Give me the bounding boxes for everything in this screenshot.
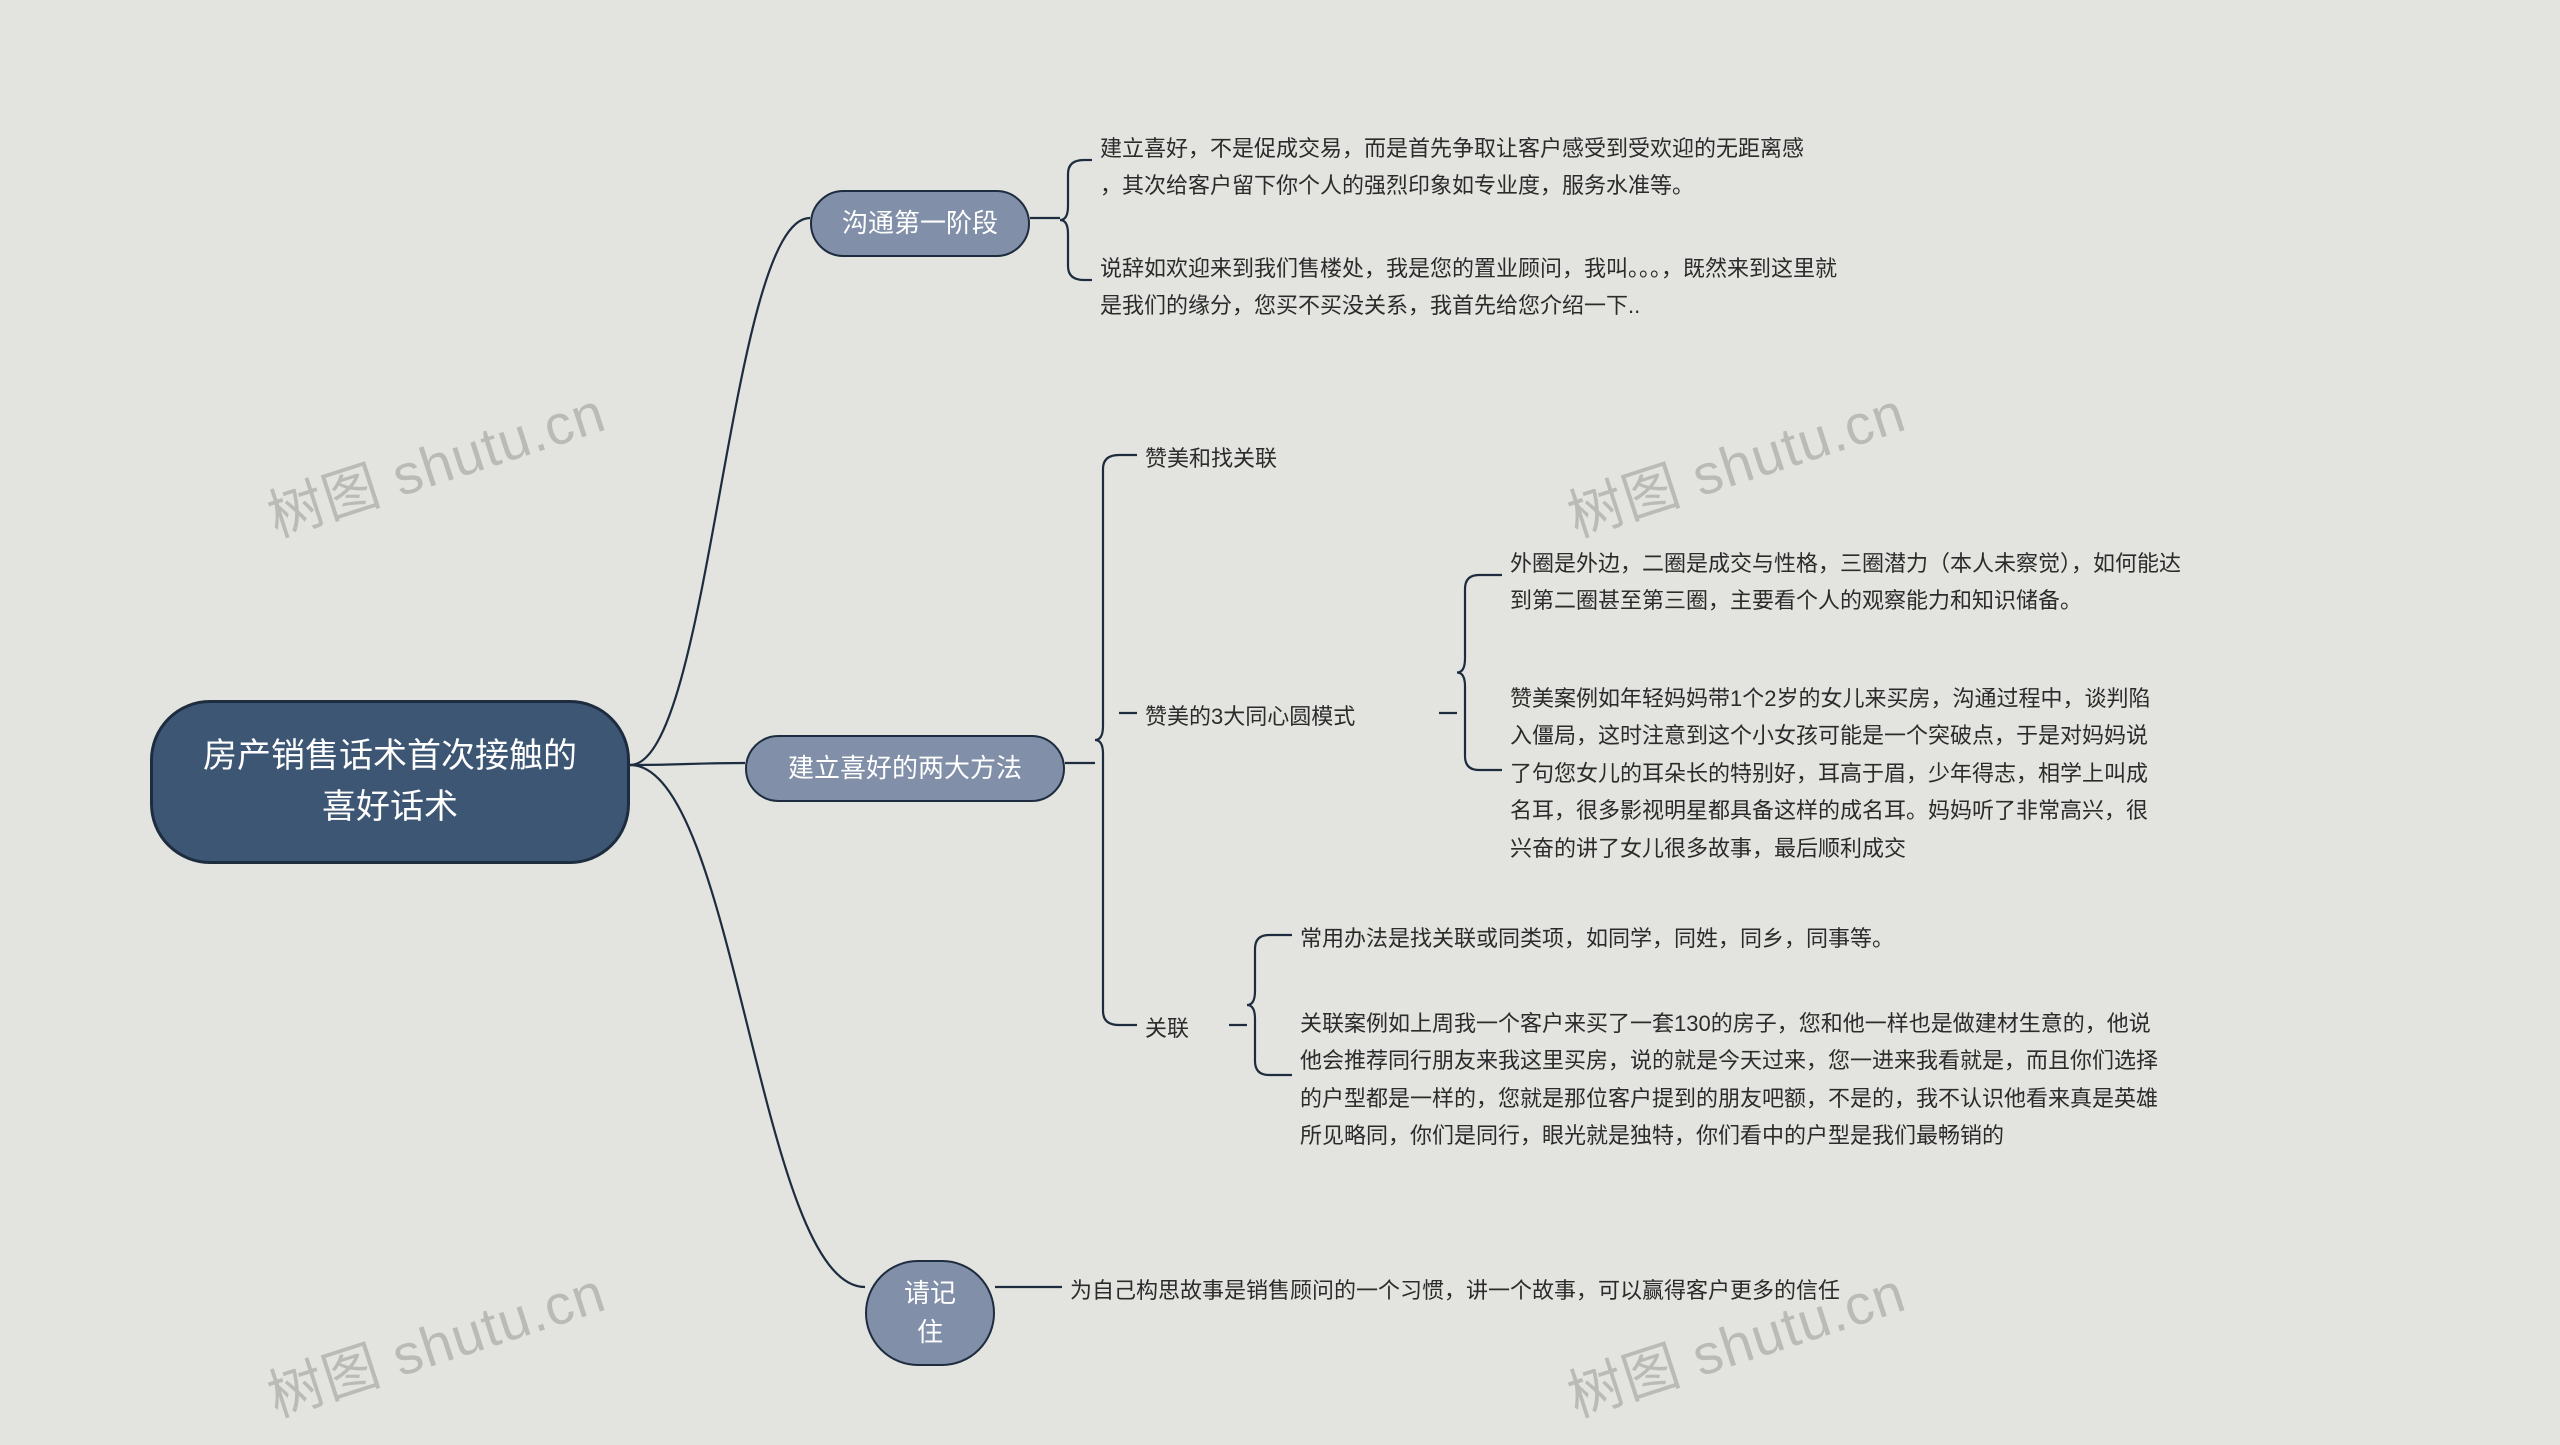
branch-node-b2: 建立喜好的两大方法 xyxy=(745,735,1065,802)
watermark: 树图 shutu.cn xyxy=(256,1248,614,1433)
leaf-node: 建立喜好，不是促成交易，而是首先争取让客户感受到受欢迎的无距离感，其次给客户留下… xyxy=(1100,130,2080,205)
sub-node: 赞美的3大同心圆模式 xyxy=(1145,698,1435,735)
sub-node: 关联 xyxy=(1145,1010,1225,1047)
watermark: 树图 shutu.cn xyxy=(256,368,614,553)
root-node: 房产销售话术首次接触的喜好话术 xyxy=(150,700,630,864)
branch-node-b1: 沟通第一阶段 xyxy=(810,190,1030,257)
leaf-node: 赞美和找关联 xyxy=(1145,440,1445,477)
leaf-node: 为自己构思故事是销售顾问的一个习惯，讲一个故事，可以赢得客户更多的信任 xyxy=(1070,1272,2120,1309)
leaf-node: 关联案例如上周我一个客户来买了一套130的房子，您和他一样也是做建材生意的，他说… xyxy=(1300,1005,2480,1155)
watermark: 树图 shutu.cn xyxy=(1556,368,1914,553)
leaf-node: 常用办法是找关联或同类项，如同学，同姓，同乡，同事等。 xyxy=(1300,920,2120,957)
leaf-node: 说辞如欢迎来到我们售楼处，我是您的置业顾问，我叫。。。，既然来到这里就是我们的缘… xyxy=(1100,250,2130,325)
leaf-node: 外圈是外边，二圈是成交与性格，三圈潜力（本人未察觉），如何能达到第二圈甚至第三圈… xyxy=(1510,545,2460,620)
branch-node-b3: 请记住 xyxy=(865,1260,995,1366)
leaf-node: 赞美案例如年轻妈妈带1个2岁的女儿来买房，沟通过程中，谈判陷入僵局，这时注意到这… xyxy=(1510,680,2430,867)
